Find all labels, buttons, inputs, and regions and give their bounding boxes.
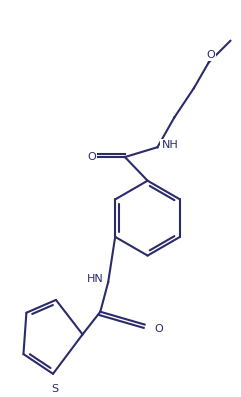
Text: HN: HN bbox=[87, 274, 103, 284]
Text: O: O bbox=[154, 324, 163, 335]
Text: S: S bbox=[51, 384, 59, 394]
Text: NH: NH bbox=[161, 140, 178, 150]
Text: O: O bbox=[206, 50, 215, 60]
Text: O: O bbox=[88, 152, 96, 162]
